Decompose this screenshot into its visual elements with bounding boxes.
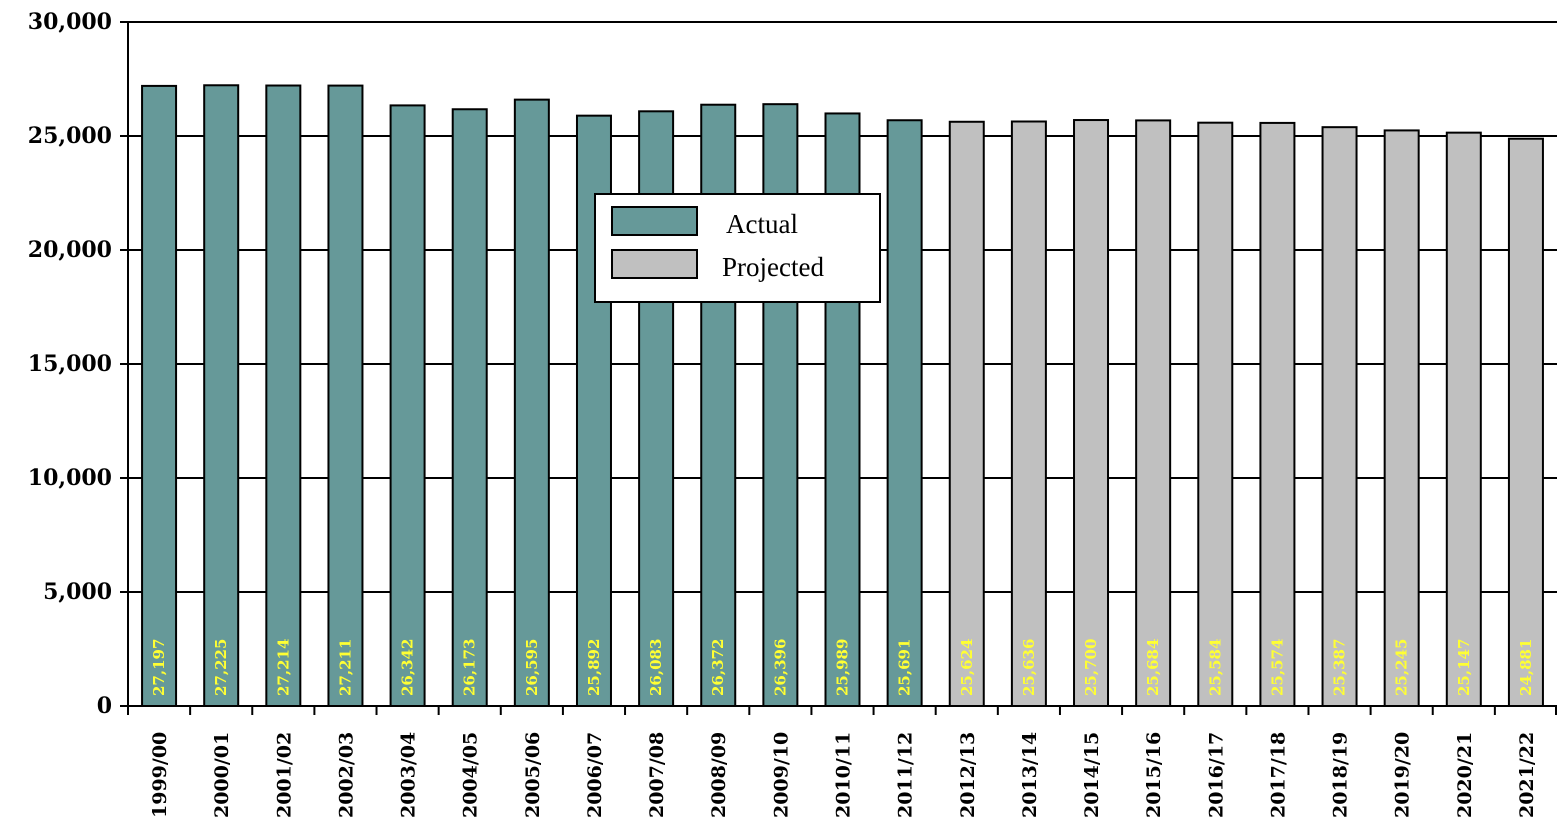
legend-label-actual: Actual [726, 209, 798, 239]
bars: 27,197 27,225 27,214 27,211 26,342 26,173 26,5… [142, 85, 1543, 706]
y-tick-label: 15,000 [28, 351, 112, 377]
legend-label-projected: Projected [722, 252, 824, 282]
y-tick-label: 30,000 [28, 9, 112, 35]
bar-2020-21 [1447, 133, 1481, 706]
x-tick-label: 2011/12 [895, 732, 917, 818]
bar-2019-20 [1385, 130, 1419, 706]
data-label: 25,584 [1206, 639, 1224, 696]
x-tick-label: 2010/11 [833, 732, 855, 818]
x-tick-label: 2012/13 [957, 732, 979, 818]
bar-2005-06 [515, 100, 549, 706]
data-label: 26,342 [399, 639, 417, 696]
data-label: 25,691 [896, 639, 914, 696]
bar-2001-02 [266, 86, 300, 706]
bar-2015-16 [1136, 120, 1170, 706]
data-label: 25,147 [1455, 639, 1473, 696]
data-label: 26,083 [647, 639, 665, 696]
bar-2000-01 [204, 85, 238, 706]
data-label: 26,173 [461, 639, 479, 696]
data-label: 27,211 [336, 639, 354, 696]
x-tick-label: 2014/15 [1081, 732, 1103, 818]
y-tick-label: 0 [97, 693, 112, 719]
y-tick-label: 5,000 [43, 579, 112, 605]
data-label: 25,574 [1268, 639, 1286, 696]
x-tick-label: 2020/21 [1454, 732, 1476, 818]
x-tick-label: 2004/05 [460, 732, 482, 818]
data-label: 25,700 [1082, 639, 1100, 696]
data-label: 26,396 [771, 639, 789, 696]
y-tick-label: 25,000 [28, 123, 112, 149]
x-tick-label: 2015/16 [1143, 732, 1165, 818]
x-tick-label: 2013/14 [1019, 732, 1041, 818]
data-label: 25,387 [1331, 639, 1349, 696]
data-label: 27,197 [150, 639, 168, 696]
x-tick-label: 2006/07 [584, 732, 606, 818]
bar-2003-04 [391, 105, 425, 706]
x-tick-label: 2017/18 [1267, 732, 1289, 818]
data-label: 27,214 [274, 639, 292, 696]
data-label: 25,989 [834, 639, 852, 696]
data-label: 26,595 [523, 639, 541, 696]
x-tick-label: 1999/00 [149, 732, 171, 818]
data-label: 25,892 [585, 639, 603, 696]
y-tick-label: 20,000 [28, 237, 112, 263]
bar-2011-12 [888, 120, 922, 706]
y-axis: 0 5,000 10,000 15,000 20,000 25,000 30,000 [28, 9, 128, 719]
y-tick-label: 10,000 [28, 465, 112, 491]
x-tick-label: 2008/09 [708, 732, 730, 818]
bar-2021-22 [1509, 139, 1543, 706]
x-tick-label: 2001/02 [273, 732, 295, 818]
legend-swatch-actual [612, 207, 697, 235]
x-tick-label: 2003/04 [398, 732, 420, 818]
data-label: 25,245 [1393, 639, 1411, 696]
x-axis: 1999/00 2000/01 2001/02 2002/03 2003/04 2004/… [128, 706, 1557, 818]
data-label: 24,881 [1517, 639, 1535, 696]
legend-swatch-projected [612, 250, 697, 278]
bar-2018-19 [1323, 127, 1357, 706]
x-tick-label: 2016/17 [1205, 732, 1227, 818]
bar-2017-18 [1260, 123, 1294, 706]
data-label: 27,225 [212, 639, 230, 696]
bar-2012-13 [950, 122, 984, 706]
x-tick-label: 2018/19 [1330, 732, 1352, 818]
x-tick-label: 2007/08 [646, 732, 668, 818]
data-label: 25,684 [1144, 639, 1162, 696]
bar-1999-00 [142, 86, 176, 706]
x-tick-label: 2009/10 [770, 732, 792, 818]
legend: Actual Projected [595, 194, 880, 302]
x-tick-label: 2002/03 [335, 732, 357, 818]
data-label: 25,636 [1020, 639, 1038, 696]
bar-2014-15 [1074, 120, 1108, 706]
data-label: 26,372 [709, 639, 727, 696]
x-tick-label: 2005/06 [522, 732, 544, 818]
data-label: 25,624 [958, 639, 976, 696]
x-tick-label: 2021/22 [1516, 732, 1538, 818]
bar-2004-05 [453, 109, 487, 706]
x-tick-label: 2000/01 [211, 732, 233, 818]
bar-2002-03 [328, 86, 362, 706]
bar-2016-17 [1198, 123, 1232, 706]
x-tick-label: 2019/20 [1392, 732, 1414, 818]
bar-2013-14 [1012, 121, 1046, 706]
